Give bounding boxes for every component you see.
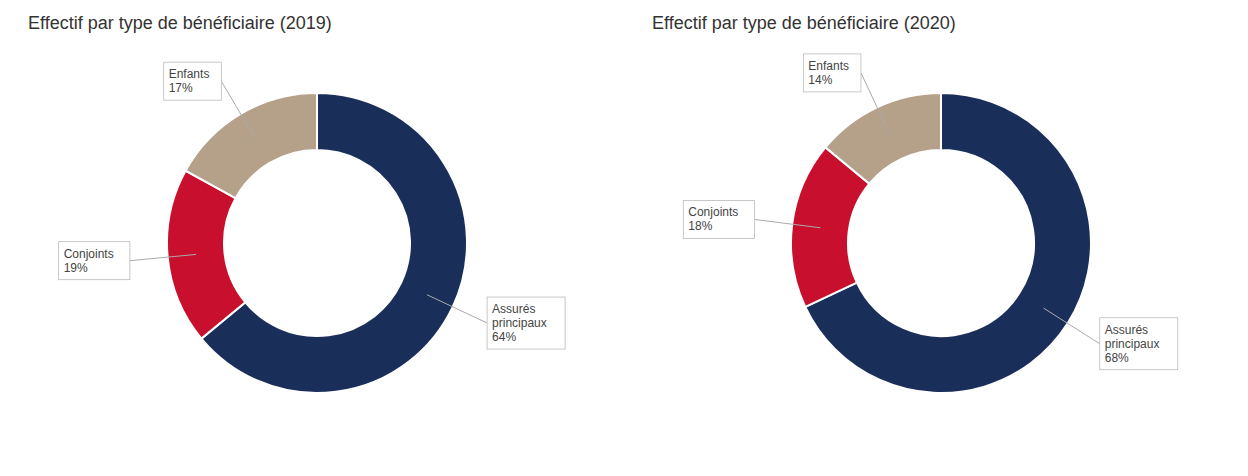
svg-text:Conjoints19%: Conjoints19% bbox=[64, 247, 114, 275]
svg-text:Enfants14%: Enfants14% bbox=[808, 59, 849, 87]
svg-text:Assurésprincipaux68%: Assurésprincipaux68% bbox=[1105, 323, 1160, 365]
html-text:Effectif par type de bénéficia: Effectif par type de bénéficiaire (2019) bbox=[28, 13, 332, 33]
svg-text:Enfants17%: Enfants17% bbox=[169, 67, 210, 95]
svg-text:Assurésprincipaux64%: Assurésprincipaux64% bbox=[492, 302, 547, 344]
html-text:Effectif par type de bénéficia: Effectif par type de bénéficiaire (2020) bbox=[652, 13, 956, 33]
svg-text:Conjoints18%: Conjoints18% bbox=[688, 205, 738, 233]
